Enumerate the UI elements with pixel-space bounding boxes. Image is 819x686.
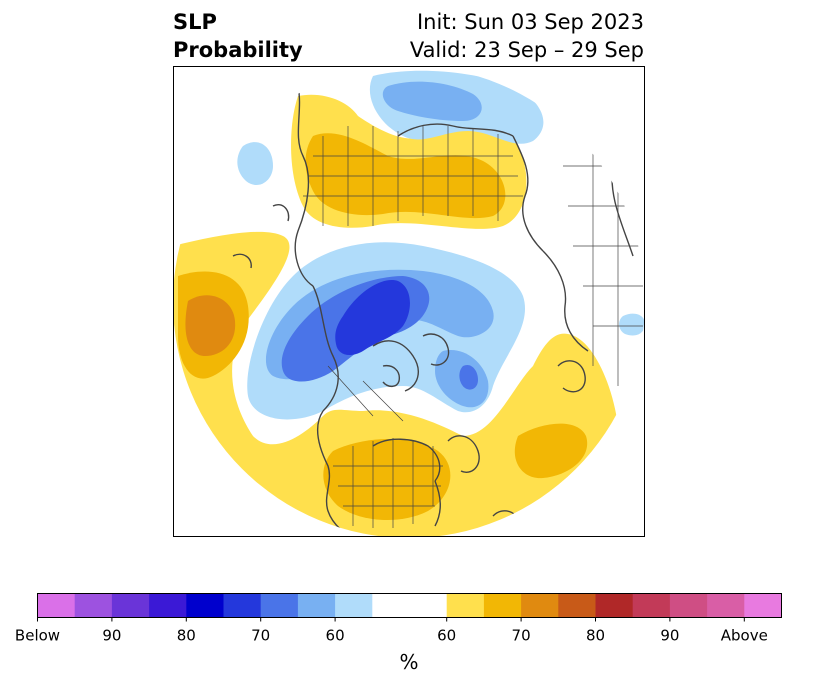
colorbar-labels: Below 90 80 70 60 60 70 80 90 Above — [15, 627, 768, 645]
init-date: Init: Sun 03 Sep 2023 — [416, 10, 644, 34]
colorbar-tick-label: Above — [721, 627, 768, 645]
above-65-region-atlantic — [514, 423, 588, 479]
colorbar-tick-label: 80 — [177, 627, 196, 645]
above-70-region-pacific — [185, 295, 236, 356]
colorbar-tick-label: 80 — [586, 627, 605, 645]
map-title: SLP Probability — [173, 8, 303, 64]
colorbar-cell-neutral — [372, 593, 448, 618]
colorbar: Below 90 80 70 60 60 70 80 90 Above % — [15, 593, 782, 674]
below-60-region-europe — [619, 313, 645, 336]
colorbar-tick-label: 90 — [102, 627, 121, 645]
colorbar-cell-below — [186, 593, 224, 618]
colorbar-cell-above — [446, 593, 485, 618]
below-60-region-pacific-west — [237, 142, 273, 186]
political-borders — [303, 106, 643, 528]
colorbar-cell-above — [669, 593, 708, 618]
colorbar-tick-label: 90 — [660, 627, 679, 645]
colorbar-tick-label: 60 — [326, 627, 345, 645]
below-65-region-eurasia-north — [382, 81, 482, 121]
forecast-info: Init: Sun 03 Sep 2023 Valid: 23 Sep – 29… — [410, 8, 644, 64]
colorbar-tick-label: 70 — [512, 627, 531, 645]
above-65-region-usa — [323, 438, 451, 521]
colorbar-cell-below — [260, 593, 299, 618]
colorbar-frame — [37, 593, 782, 618]
valid-range: Valid: 23 Sep – 29 Sep — [409, 38, 644, 62]
probability-map — [173, 66, 645, 537]
colorbar-cell-below — [74, 593, 113, 618]
colorbar-ticks — [37, 617, 745, 622]
colorbar-cell-above — [483, 593, 522, 618]
colorbar-cell-above — [707, 593, 745, 618]
colorbar-cell-above — [558, 593, 596, 618]
colorbar-tick-label: Below — [15, 627, 60, 645]
above-60-region-pacific — [173, 231, 618, 537]
colorbar-cell-above — [521, 593, 559, 618]
colorbar-cells — [37, 593, 782, 618]
colorbar-tick-label: 60 — [437, 627, 456, 645]
colorbar-cell-below — [223, 593, 262, 618]
colorbar-cell-above — [595, 593, 634, 618]
below-75-region-arctic-core — [335, 280, 410, 356]
colorbar-cell-above — [632, 593, 671, 618]
colorbar-cell-above — [744, 593, 782, 618]
colorbar-cell-below — [297, 593, 336, 618]
colorbar-cell-below — [149, 593, 187, 618]
colorbar-cell-below — [111, 593, 150, 618]
below-70-region-arctic-east — [459, 364, 478, 390]
colorbar-cell-below — [37, 593, 76, 618]
title-product: Probability — [173, 38, 303, 62]
colorbar-tick-label: 70 — [251, 627, 270, 645]
title-variable: SLP — [173, 10, 217, 34]
colorbar-unit: % — [399, 650, 418, 674]
colorbar-cell-below — [335, 593, 373, 618]
